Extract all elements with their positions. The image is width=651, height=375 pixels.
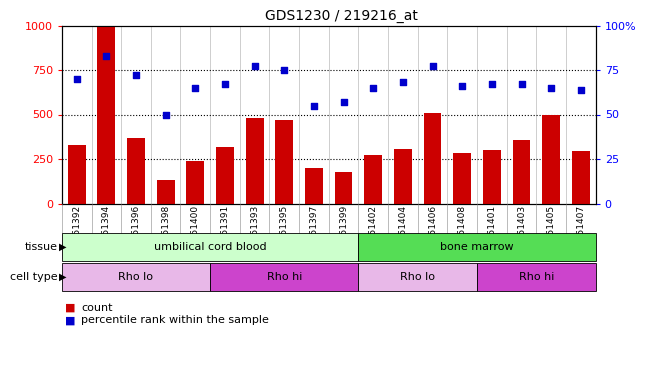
Bar [210, 262, 359, 291]
Bar [68, 145, 85, 204]
Bar [275, 120, 293, 204]
Bar [157, 180, 174, 204]
Text: tissue: tissue [24, 242, 57, 252]
Point [160, 111, 171, 117]
Text: ▶: ▶ [59, 272, 67, 282]
Point [72, 76, 82, 82]
Text: Rho lo: Rho lo [118, 272, 154, 282]
Bar [365, 154, 382, 204]
Bar [62, 262, 210, 291]
Point [131, 72, 141, 78]
Bar [394, 149, 412, 204]
Text: cell type: cell type [10, 272, 57, 282]
Text: count: count [81, 303, 113, 313]
Text: ■: ■ [65, 303, 76, 313]
Point [339, 99, 349, 105]
Bar [359, 262, 477, 291]
Point [427, 63, 437, 69]
Point [220, 81, 230, 87]
Point [575, 87, 586, 93]
Text: Rho hi: Rho hi [519, 272, 554, 282]
Point [101, 53, 111, 59]
Text: bone marrow: bone marrow [440, 242, 514, 252]
Point [279, 67, 290, 73]
Bar [186, 161, 204, 204]
Point [546, 85, 557, 91]
Text: Rho hi: Rho hi [266, 272, 302, 282]
Text: ▶: ▶ [59, 242, 67, 252]
Bar [453, 153, 471, 204]
Point [368, 85, 378, 91]
Bar [216, 147, 234, 204]
Point [309, 103, 319, 109]
Bar [477, 262, 596, 291]
Bar [305, 168, 323, 204]
Bar [424, 113, 441, 204]
Point [516, 81, 527, 87]
Point [190, 85, 201, 91]
Point [398, 80, 408, 86]
Text: GDS1230 / 219216_at: GDS1230 / 219216_at [265, 9, 417, 23]
Text: ■: ■ [65, 315, 76, 325]
Text: umbilical cord blood: umbilical cord blood [154, 242, 266, 252]
Bar [483, 150, 501, 204]
Text: Rho lo: Rho lo [400, 272, 436, 282]
Bar [245, 118, 264, 204]
Bar [98, 27, 115, 204]
Point [487, 81, 497, 87]
Point [249, 63, 260, 69]
Bar [359, 232, 596, 261]
Text: percentile rank within the sample: percentile rank within the sample [81, 315, 270, 325]
Bar [62, 232, 359, 261]
Bar [127, 138, 145, 204]
Bar [542, 114, 560, 204]
Point [457, 83, 467, 89]
Bar [512, 140, 531, 204]
Bar [335, 172, 352, 204]
Bar [572, 151, 590, 204]
